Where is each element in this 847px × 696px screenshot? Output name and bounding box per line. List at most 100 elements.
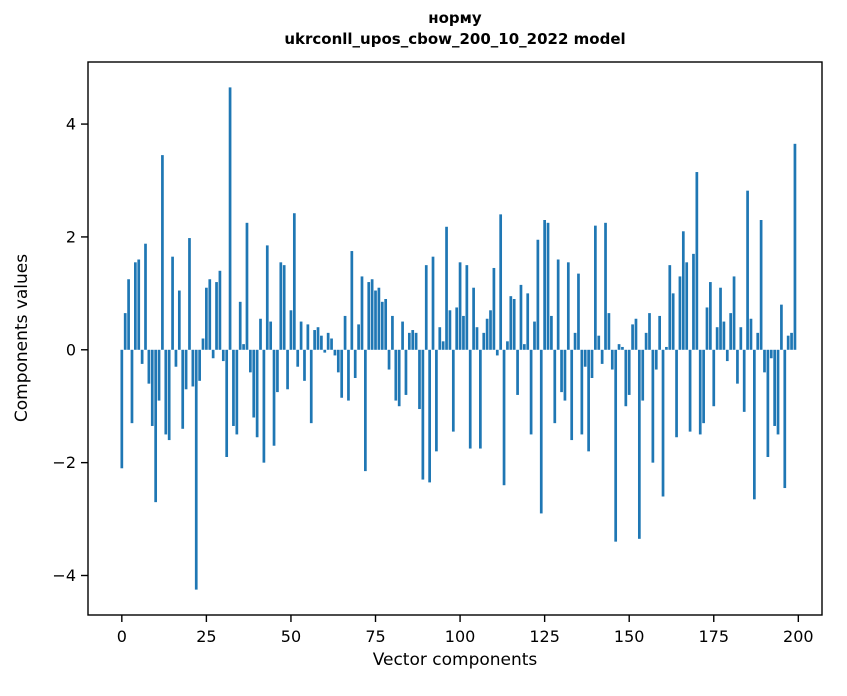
bar bbox=[698, 349, 702, 435]
bar bbox=[600, 349, 604, 364]
bar bbox=[221, 349, 225, 362]
bar bbox=[695, 172, 699, 350]
bar bbox=[174, 349, 178, 367]
bar bbox=[475, 327, 479, 350]
bar bbox=[404, 349, 408, 395]
bar bbox=[658, 315, 661, 350]
bar bbox=[130, 349, 134, 424]
bar bbox=[120, 349, 124, 469]
bar bbox=[644, 332, 648, 350]
bar bbox=[150, 349, 154, 426]
y-tick-label: 4 bbox=[66, 115, 76, 134]
bar bbox=[418, 349, 421, 410]
bar bbox=[516, 349, 519, 395]
bar bbox=[414, 332, 418, 350]
bar bbox=[320, 335, 323, 350]
bar bbox=[732, 276, 736, 350]
x-tick-label: 200 bbox=[783, 627, 814, 646]
bar bbox=[729, 313, 733, 350]
bar bbox=[485, 318, 489, 350]
bar bbox=[587, 349, 590, 452]
bar bbox=[286, 349, 289, 390]
bar bbox=[438, 327, 442, 350]
bar bbox=[370, 279, 374, 350]
bar bbox=[519, 284, 523, 350]
bar bbox=[526, 293, 530, 350]
bar bbox=[181, 349, 185, 429]
bar bbox=[184, 349, 188, 390]
bar bbox=[299, 321, 303, 350]
bar bbox=[736, 349, 739, 384]
bar bbox=[394, 349, 398, 401]
bar bbox=[208, 279, 212, 350]
bar bbox=[489, 310, 492, 350]
bar bbox=[407, 332, 411, 350]
bar bbox=[668, 265, 672, 350]
bar bbox=[465, 265, 469, 350]
x-tick-label: 125 bbox=[529, 627, 560, 646]
bar bbox=[380, 301, 384, 350]
bar bbox=[451, 349, 455, 432]
bar bbox=[333, 349, 337, 356]
bar bbox=[681, 231, 685, 350]
x-tick-label: 100 bbox=[445, 627, 476, 646]
bar bbox=[147, 349, 151, 384]
bar bbox=[140, 349, 144, 364]
bar bbox=[692, 253, 695, 350]
bar bbox=[316, 327, 320, 350]
bar bbox=[445, 226, 448, 350]
bar bbox=[343, 315, 347, 350]
bar bbox=[553, 349, 557, 424]
bar bbox=[374, 290, 377, 350]
bar bbox=[790, 332, 793, 350]
bar bbox=[255, 349, 259, 438]
chart-title-line2: ukrconll_upos_cbow_200_10_2022 model bbox=[284, 30, 626, 48]
bar bbox=[198, 349, 201, 381]
bar bbox=[353, 349, 357, 378]
bar bbox=[336, 349, 340, 373]
bar bbox=[766, 349, 770, 457]
bar bbox=[323, 349, 327, 353]
bar bbox=[144, 243, 147, 350]
bar bbox=[539, 349, 543, 514]
bar bbox=[543, 220, 546, 350]
bar bbox=[776, 349, 780, 435]
x-tick-label: 150 bbox=[614, 627, 645, 646]
bar bbox=[468, 349, 472, 449]
bar bbox=[709, 282, 712, 350]
bar bbox=[249, 349, 252, 373]
bar bbox=[688, 349, 692, 432]
bar bbox=[509, 296, 513, 350]
bar bbox=[448, 310, 452, 350]
bar bbox=[435, 349, 438, 452]
bar bbox=[194, 349, 198, 590]
bar bbox=[458, 262, 462, 350]
bar bbox=[746, 190, 749, 350]
y-tick-label: 0 bbox=[66, 340, 76, 359]
bar bbox=[269, 321, 273, 350]
bar bbox=[154, 349, 158, 503]
bar bbox=[607, 313, 611, 350]
bar bbox=[566, 262, 570, 350]
bar bbox=[742, 349, 746, 412]
bar bbox=[177, 290, 181, 350]
bar bbox=[573, 332, 577, 350]
bar bbox=[161, 155, 164, 350]
bar bbox=[326, 332, 330, 350]
bar bbox=[421, 349, 425, 480]
bar bbox=[303, 349, 306, 381]
bar bbox=[702, 349, 705, 424]
bar bbox=[137, 259, 141, 350]
bar bbox=[360, 276, 364, 350]
bar bbox=[780, 304, 783, 350]
bar bbox=[364, 349, 367, 472]
bar bbox=[367, 282, 371, 350]
bar bbox=[347, 349, 350, 401]
bar bbox=[641, 349, 645, 401]
bar bbox=[215, 282, 218, 350]
bar bbox=[164, 349, 168, 435]
bar bbox=[276, 349, 279, 393]
y-tick-label: −4 bbox=[52, 566, 76, 585]
y-tick-label: 2 bbox=[66, 227, 76, 246]
